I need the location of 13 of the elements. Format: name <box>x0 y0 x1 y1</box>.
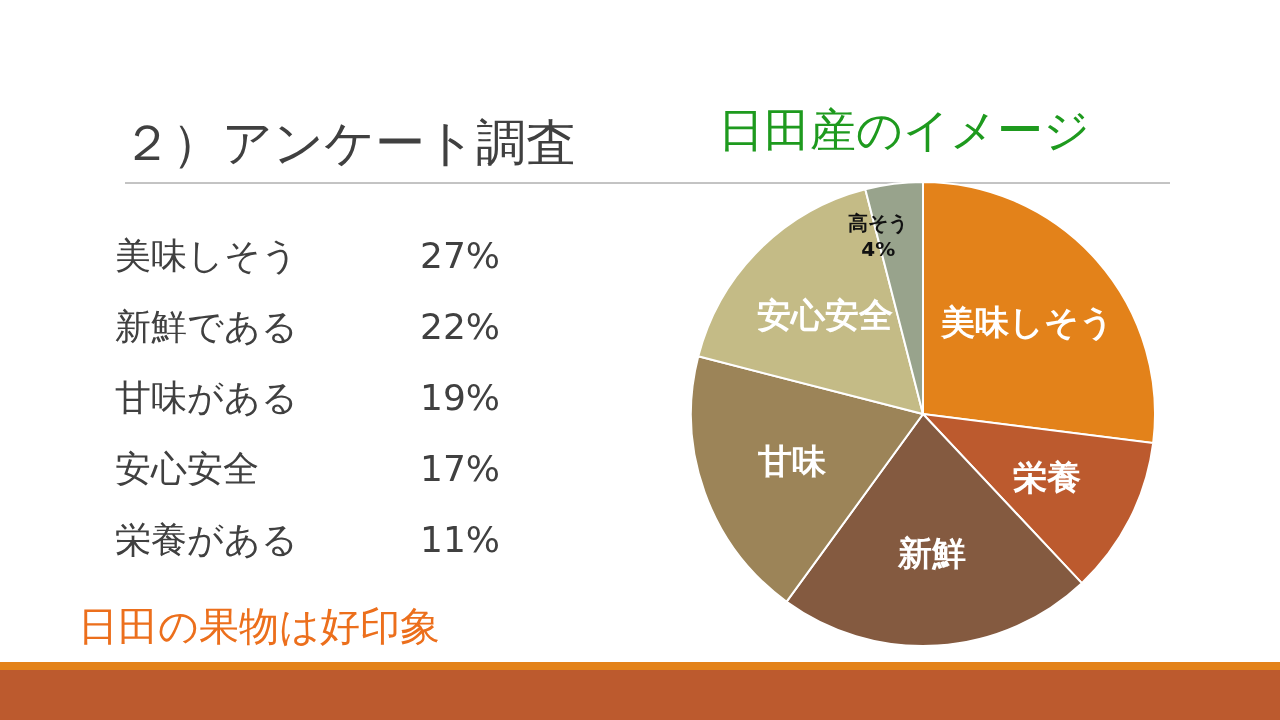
text: 甘味がある 19% <box>115 377 500 418</box>
chart-title: ２）アンケート調査 <box>122 114 576 172</box>
slice-label: 栄養 <box>1013 457 1082 498</box>
text: 栄養がある 11% <box>115 519 500 560</box>
text: 新鮮である 22% <box>115 306 500 347</box>
slice-label: 安心安全 <box>756 295 893 336</box>
chart-subtitle: 日田産のイメージ <box>718 103 1090 157</box>
text: 日田の果物は好印象 <box>78 603 440 649</box>
text: 安心安全 17% <box>115 448 500 489</box>
slice-label: 美味しそう <box>939 301 1114 342</box>
text: 美味しそう 27% <box>115 235 500 276</box>
slice-label: 甘味 <box>757 441 828 482</box>
slice-label: 新鮮 <box>896 532 966 573</box>
